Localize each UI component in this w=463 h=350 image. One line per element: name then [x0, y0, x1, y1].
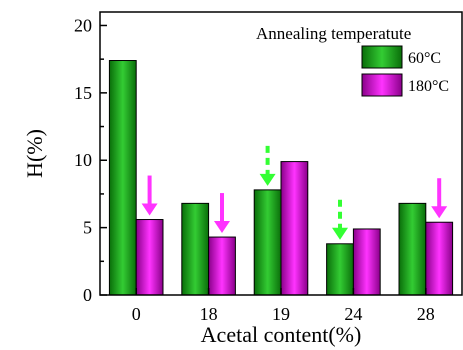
legend: Annealing temperatute 60°C 180°C	[256, 24, 449, 97]
arrow-head	[431, 206, 448, 219]
bars-group	[108, 60, 454, 296]
x-tick-label: 19	[272, 304, 290, 324]
arrow-head	[141, 203, 158, 216]
legend-title: Annealing temperatute	[256, 24, 411, 43]
bar-180c	[425, 221, 454, 296]
x-tick-label: 18	[200, 304, 218, 324]
y-axis-label: H(%)	[22, 129, 47, 178]
down-arrow-icon	[141, 175, 158, 216]
arrow-head	[259, 173, 276, 186]
y-tick-label: 0	[83, 285, 92, 305]
down-arrow-icon	[332, 199, 349, 240]
x-tick-label: 24	[344, 304, 362, 324]
bar-60c	[326, 243, 354, 296]
y-tick-label: 15	[74, 83, 92, 103]
y-tick-label: 10	[74, 150, 92, 170]
y-tick-label: 20	[74, 15, 92, 35]
arrows-group	[141, 145, 448, 240]
y-axis: 0 5 10 15 20	[74, 15, 107, 305]
down-arrow-icon	[259, 145, 276, 186]
x-tick-label: 0	[132, 304, 141, 324]
arrow-head	[332, 227, 349, 240]
down-arrow-icon	[431, 178, 448, 219]
bar-180c	[135, 219, 164, 296]
x-axis-label: Acetal content(%)	[201, 322, 362, 347]
bar-180c	[280, 161, 309, 296]
bar-180c	[352, 228, 381, 296]
x-axis: 0 18 19 24 28	[132, 288, 435, 324]
bar-180c	[208, 236, 236, 296]
legend-label-180c: 180°C	[408, 78, 449, 95]
y-tick-label: 5	[83, 218, 92, 238]
bar-60c	[253, 189, 282, 296]
legend-swatch-60c	[361, 45, 403, 69]
legend-label-60c: 60°C	[408, 50, 441, 67]
down-arrow-icon	[213, 193, 230, 234]
arrow-head	[213, 221, 230, 234]
x-tick-label: 28	[417, 304, 435, 324]
bar-60c	[181, 202, 210, 296]
legend-swatch-180c	[361, 73, 403, 97]
bar-60c	[108, 60, 137, 296]
bar-60c	[398, 202, 427, 296]
